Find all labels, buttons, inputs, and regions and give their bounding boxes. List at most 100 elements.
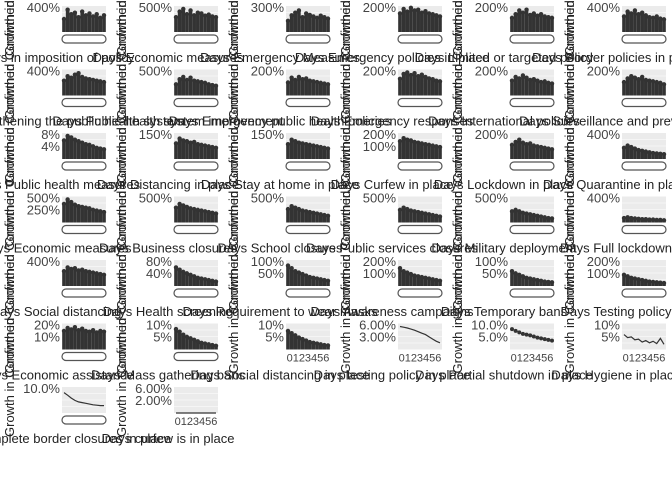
- x-tick-labels-overlap: [61, 351, 107, 362]
- data-point: [542, 14, 547, 19]
- data-point: [61, 78, 67, 83]
- facet-panel: Growth in Confirmed 150% Days Distancing i…: [97, 64, 239, 192]
- y-tick-label: 100%: [363, 266, 397, 281]
- data-point: [199, 79, 204, 85]
- data-point: [202, 209, 208, 214]
- data-bar: [192, 339, 196, 350]
- data-point: [314, 15, 320, 21]
- data-bar: [315, 213, 319, 223]
- data-point: [61, 268, 67, 274]
- x-axis-title: Days Emergency Measures: [200, 50, 360, 65]
- data-point: [177, 267, 182, 272]
- data-bar: [398, 209, 402, 223]
- data-point: [314, 211, 320, 216]
- x-axis-title: Days Partial shutdown in place: [415, 368, 593, 383]
- x-axis-title: Days Hygiene in place: [551, 368, 672, 383]
- x-tick-labels-overlap: [285, 161, 331, 171]
- data-point: [423, 275, 428, 281]
- y-tick-label: 150%: [251, 127, 285, 142]
- data-point: [94, 145, 99, 151]
- x-tick-labels-overlap: [509, 161, 555, 171]
- y-axis-title: Growth in Confirmed: [2, 127, 17, 246]
- data-bar: [524, 144, 529, 159]
- data-point: [531, 11, 537, 16]
- data-bar: [65, 76, 70, 96]
- facet-panel: Growth in Confirmed 100%50% Days Requireme…: [182, 191, 378, 319]
- data-bar: [177, 11, 182, 32]
- data-point: [79, 9, 85, 14]
- data-bar: [73, 268, 77, 286]
- data-bar: [91, 146, 95, 159]
- data-point: [303, 273, 309, 278]
- data-bar: [174, 143, 178, 159]
- data-bar: [73, 74, 77, 96]
- data-bar: [662, 19, 666, 32]
- data-bar: [401, 207, 406, 223]
- data-bar: [546, 218, 551, 223]
- data-point: [636, 147, 641, 153]
- data-point: [296, 8, 302, 13]
- data-bar: [65, 135, 70, 159]
- data-bar: [412, 275, 417, 286]
- data-bar: [398, 268, 402, 286]
- data-bar: [524, 9, 529, 32]
- data-point: [397, 76, 403, 81]
- y-tick-label: 400%: [27, 254, 61, 269]
- data-bar: [423, 277, 428, 286]
- data-bar: [420, 143, 424, 159]
- data-bar: [206, 344, 211, 350]
- data-bar: [185, 336, 189, 350]
- data-point: [517, 76, 522, 81]
- x-tick-labels-overlap: [173, 97, 219, 108]
- data-bar: [76, 330, 81, 350]
- data-point: [79, 326, 85, 331]
- data-point: [90, 327, 96, 333]
- data-bar: [174, 17, 178, 32]
- data-point: [423, 211, 428, 216]
- y-tick-label: 2.00%: [135, 393, 172, 408]
- y-tick-label: 400%: [27, 64, 61, 79]
- facet-panel: Growth in Confirmed 200% Days Emergency po…: [295, 0, 489, 65]
- data-point: [300, 271, 305, 277]
- facet-panel: Growth in Confirmed 10%5% Days Mass gather…: [91, 254, 245, 382]
- data-point: [98, 15, 103, 21]
- y-tick-label: 250%: [27, 203, 61, 218]
- data-point: [213, 14, 219, 20]
- x-tick-labels-overlap: [397, 97, 443, 108]
- data-bar: [405, 209, 410, 223]
- data-point: [98, 209, 103, 214]
- data-bar: [210, 212, 215, 223]
- data-bar: [546, 82, 551, 96]
- data-bar: [532, 145, 536, 159]
- data-point: [296, 74, 302, 80]
- data-point: [210, 82, 215, 88]
- y-tick-label: 500%: [139, 191, 173, 206]
- data-bar: [423, 11, 428, 32]
- data-point: [412, 273, 417, 278]
- data-bar: [293, 12, 298, 32]
- y-tick-label: 100%: [251, 254, 285, 269]
- data-bar: [94, 273, 99, 286]
- data-bar: [434, 15, 439, 33]
- data-point: [76, 203, 81, 209]
- data-point: [426, 212, 432, 217]
- data-point: [300, 76, 305, 82]
- data-point: [195, 141, 201, 147]
- y-tick-label: 500%: [139, 64, 173, 79]
- data-point: [661, 218, 667, 223]
- data-point: [509, 15, 515, 21]
- data-point: [202, 80, 208, 86]
- y-axis-title: Growth in Confirmed: [226, 254, 241, 373]
- data-bar: [214, 281, 218, 286]
- data-bar: [196, 12, 200, 32]
- data-point: [531, 212, 537, 218]
- data-point: [72, 265, 78, 271]
- data-point: [434, 144, 439, 149]
- y-axis-title: Growth in Confirmed: [338, 127, 353, 246]
- data-point: [303, 209, 309, 214]
- y-axis-title: Growth in Confirmed: [226, 0, 241, 119]
- facet-panel: Growth in Confirmed 400% Days Quarantine i…: [543, 64, 672, 192]
- y-tick-label: 10%: [258, 318, 284, 333]
- y-axis-title: Growth in Confirmed: [226, 64, 241, 183]
- facet-panel: Growth in Confirmed 200% Days Emergency re…: [311, 0, 474, 128]
